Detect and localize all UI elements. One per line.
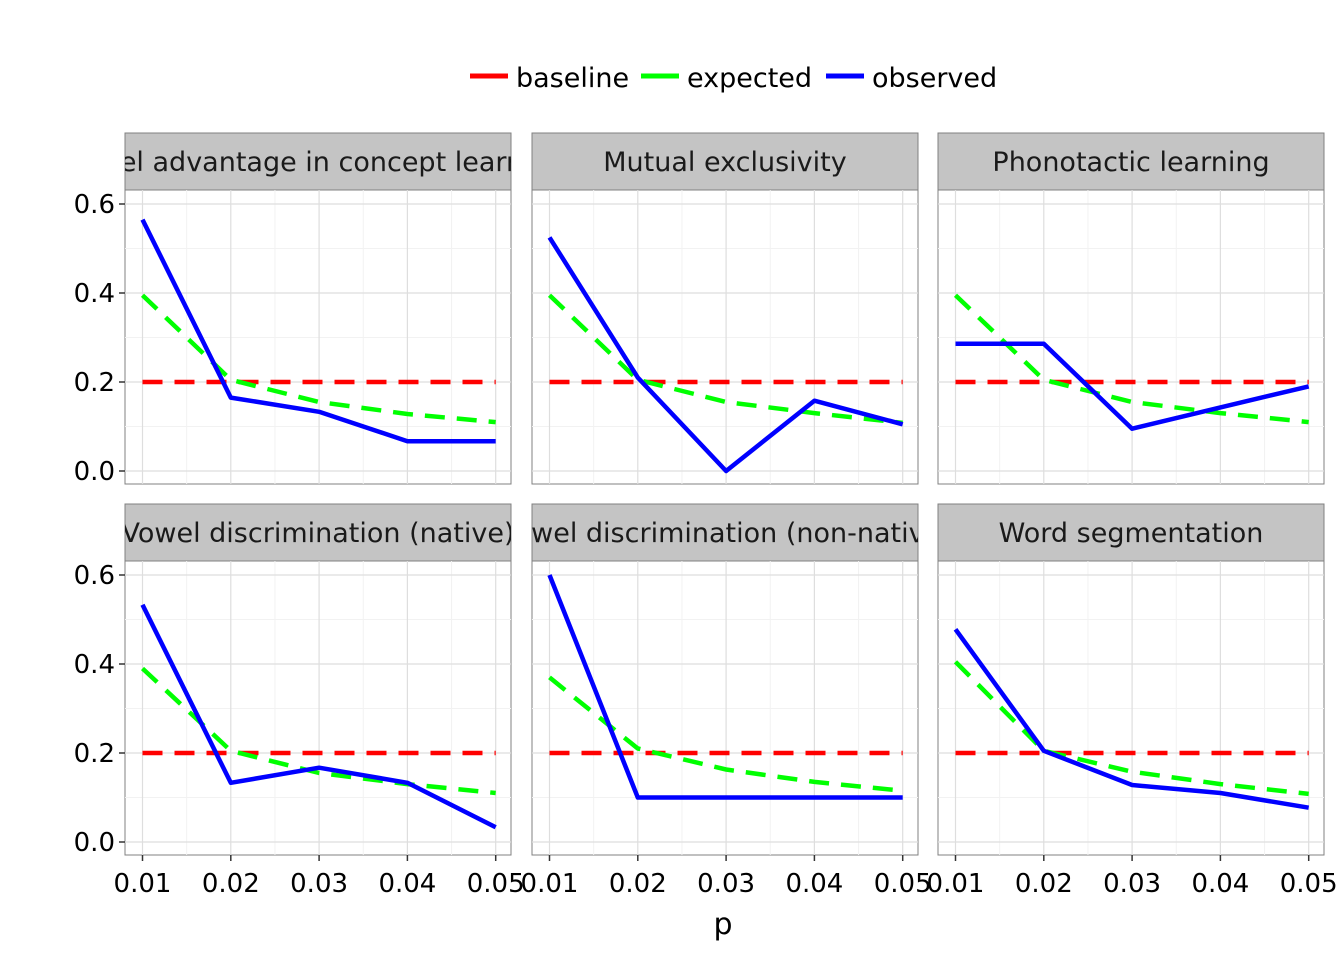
- x-tick-label: 0.05: [1280, 869, 1338, 899]
- y-tick-label: 0.6: [74, 561, 115, 591]
- x-tick-label: 0.01: [521, 869, 579, 899]
- y-tick-label: 0.4: [74, 650, 115, 680]
- facet-title: Phonotactic learning: [992, 147, 1269, 178]
- x-tick-label: 0.02: [1015, 869, 1073, 899]
- x-axis-label: p: [713, 907, 732, 942]
- facet-title: Vowel discrimination (native): [122, 518, 515, 549]
- facet-panel: Vowel discrimination (non-native): [498, 503, 951, 856]
- facet-panel: Phonotactic learning: [937, 132, 1325, 485]
- facet-strip: [531, 503, 919, 562]
- facet-title: Label advantage in concept learning: [71, 147, 565, 178]
- series-line-observed: [547, 236, 904, 474]
- y-tick-label: 0.2: [74, 368, 115, 398]
- y-tick-label: 0.0: [74, 828, 115, 858]
- x-axes: 0.01 0.02 0.03 0.04 0.050.01 0.02 0.03 0.04 0.05…: [114, 855, 1338, 899]
- x-tick-label: 0.01: [927, 869, 985, 899]
- x-tick-label: 0.03: [697, 869, 755, 899]
- y-axes: 0.0 0.2 0.4 0.6 0.0 0.2 0.4 0.6: [74, 190, 125, 858]
- facet-strip: [937, 503, 1325, 562]
- x-tick-label: 0.05: [874, 869, 932, 899]
- y-tick-label: 0.4: [74, 279, 115, 309]
- facet-title: Word segmentation: [999, 518, 1264, 549]
- series-line-expected: [953, 293, 1309, 425]
- x-tick-label: 0.04: [785, 869, 843, 899]
- facet-strip: [124, 503, 512, 562]
- series-line-observed: [955, 341, 1310, 431]
- x-tick-label: 0.03: [1103, 869, 1161, 899]
- series-line-observed: [953, 627, 1310, 810]
- facet-strip: [937, 132, 1325, 191]
- y-tick-label: 0.0: [74, 457, 115, 487]
- x-tick-label: 0.02: [609, 869, 667, 899]
- facet-title: Vowel discrimination (non-native): [498, 518, 951, 549]
- legend: baseline expected observed: [470, 63, 997, 94]
- series-line-expected: [953, 660, 1309, 797]
- y-tick-label: 0.2: [74, 739, 115, 769]
- x-tick-label: 0.05: [467, 869, 525, 899]
- x-tick-label: 0.01: [114, 869, 172, 899]
- legend-label-baseline: baseline: [516, 63, 629, 94]
- series-line-expected: [140, 293, 496, 425]
- facet-strip: [124, 132, 512, 191]
- facet-strip: [531, 132, 919, 191]
- facet-panel: Word segmentation: [937, 503, 1325, 856]
- facet-panels: Label advantage in concept learning Mutua…: [71, 132, 1325, 856]
- series-line-observed: [547, 574, 903, 800]
- facet-panel: Label advantage in concept learning: [71, 132, 565, 485]
- legend-label-expected: expected: [687, 63, 812, 94]
- series-line-expected: [547, 293, 903, 426]
- series-line-observed: [140, 218, 496, 444]
- y-tick-label: 0.6: [74, 190, 115, 220]
- x-tick-label: 0.02: [202, 869, 260, 899]
- x-tick-label: 0.04: [1191, 869, 1249, 899]
- x-tick-label: 0.03: [290, 869, 348, 899]
- facet-title: Mutual exclusivity: [603, 147, 846, 178]
- facet-panel: Mutual exclusivity: [531, 132, 919, 485]
- x-tick-label: 0.04: [378, 869, 436, 899]
- legend-label-observed: observed: [872, 63, 997, 94]
- series-line-observed: [140, 603, 497, 830]
- facet-panel: Vowel discrimination (native): [122, 503, 515, 856]
